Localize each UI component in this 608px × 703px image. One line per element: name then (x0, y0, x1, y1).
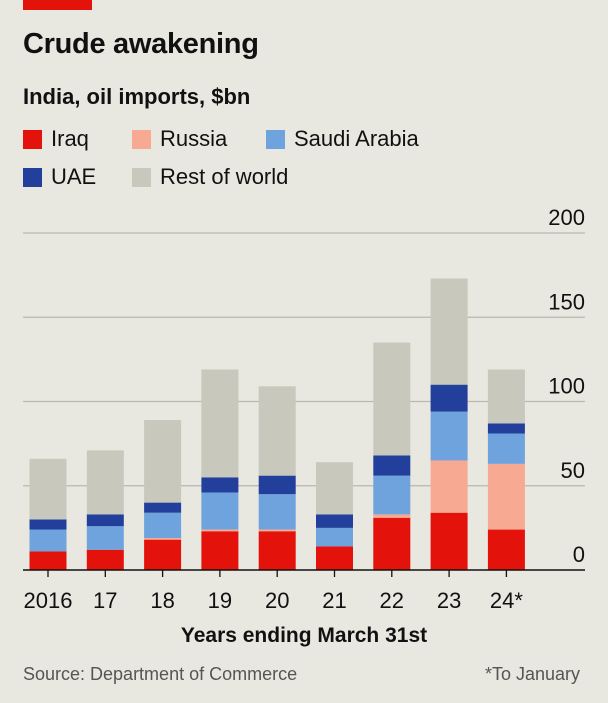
legend-item-iraq: Iraq (23, 126, 89, 152)
bar-uae-17 (86, 514, 124, 527)
bar-uae-2016 (29, 519, 67, 530)
y-axis-ticks: 0 50 100 150 200 (548, 205, 585, 567)
bar-uae-23 (430, 384, 468, 412)
bar-russia-19 (201, 529, 239, 532)
source-note: Source: Department of Commerce (23, 664, 298, 684)
bar-rest-of-world-20 (258, 386, 296, 476)
x-axis (23, 569, 585, 577)
footnote: *To January (484, 664, 580, 684)
bar-iraq-17 (86, 549, 124, 570)
bar-iraq-21 (316, 546, 353, 570)
bar-uae-24 (487, 423, 525, 434)
y-tick-label-200: 200 (548, 205, 585, 230)
bar-uae-21 (316, 514, 353, 528)
bar-iraq-22 (373, 517, 411, 570)
legend-label-russia: Russia (160, 126, 228, 151)
chart-title: Crude awakening (23, 28, 259, 60)
legend-swatch-uae (23, 167, 42, 187)
bar-saudi-arabia-21 (316, 527, 353, 547)
bar-russia-22 (373, 514, 411, 518)
x-axis-title: Years ending March 31st (180, 624, 428, 647)
bar-uae-22 (373, 455, 411, 476)
y-tick-label-150: 150 (548, 289, 585, 314)
bar-rest-of-world-19 (201, 369, 239, 478)
bar-iraq-2016 (29, 551, 67, 570)
x-tick-label-21: 21 (322, 588, 346, 613)
legend-label-rest-of-world: Rest of world (160, 164, 289, 189)
bar-saudi-arabia-23 (430, 411, 468, 461)
bar-saudi-arabia-17 (86, 526, 124, 550)
bars (29, 278, 525, 570)
x-tick-label-23: 23 (437, 588, 461, 613)
legend-swatch-russia (132, 129, 151, 149)
bar-saudi-arabia-20 (258, 494, 296, 530)
bar-rest-of-world-22 (373, 342, 411, 456)
y-tick-label-50: 50 (561, 458, 585, 483)
bar-rest-of-world-23 (430, 278, 468, 385)
bar-rest-of-world-21 (316, 462, 353, 515)
bar-russia-18 (144, 537, 182, 540)
legend-swatch-rest-of-world (132, 167, 151, 187)
bar-saudi-arabia-22 (373, 475, 411, 515)
x-tick-label-19: 19 (208, 588, 232, 613)
bar-rest-of-world-18 (144, 420, 182, 503)
bar-saudi-arabia-19 (201, 492, 239, 530)
bar-uae-19 (201, 477, 239, 493)
y-tick-label-100: 100 (548, 374, 585, 399)
bar-uae-20 (258, 475, 296, 495)
bar-uae-18 (144, 502, 182, 513)
bar-saudi-arabia-18 (144, 512, 182, 538)
legend-label-iraq: Iraq (51, 126, 89, 151)
x-tick-label-22: 22 (380, 588, 404, 613)
legend-label-uae: UAE (51, 164, 97, 189)
legend-item-saudi-arabia: Saudi Arabia (266, 126, 419, 152)
bar-iraq-20 (258, 531, 296, 570)
bar-russia-24 (487, 463, 525, 530)
bar-saudi-arabia-24 (487, 433, 525, 464)
bar-iraq-19 (201, 531, 239, 570)
bar-russia-20 (258, 529, 296, 532)
x-tick-label-2016: 2016 (24, 588, 73, 613)
bar-rest-of-world-24 (487, 369, 525, 424)
chart-subtitle: India, oil imports, $bn (23, 84, 251, 109)
bar-rest-of-world-2016 (29, 458, 67, 520)
bar-iraq-18 (144, 539, 182, 570)
bar-rest-of-world-17 (86, 450, 124, 515)
x-tick-label-17: 17 (93, 588, 117, 613)
x-axis-ticks: 2016 17 18 19 20 21 22 23 24* (24, 588, 524, 613)
bar-iraq-24 (487, 529, 525, 570)
x-tick-label-18: 18 (150, 588, 174, 613)
x-tick-label-20: 20 (265, 588, 289, 613)
bar-iraq-23 (430, 512, 468, 570)
y-tick-label-0: 0 (573, 542, 585, 567)
legend-item-uae: UAE (23, 164, 96, 190)
legend-label-saudi-arabia: Saudi Arabia (294, 126, 419, 151)
x-tick-label-24: 24* (490, 588, 523, 613)
legend-swatch-saudi-arabia (266, 129, 285, 149)
legend-item-rest-of-world: Rest of world (132, 164, 288, 190)
bar-russia-23 (430, 460, 468, 513)
brand-tag (23, 0, 92, 10)
legend-item-russia: Russia (132, 126, 227, 152)
bar-saudi-arabia-2016 (29, 529, 67, 552)
legend-swatch-iraq (23, 129, 42, 149)
